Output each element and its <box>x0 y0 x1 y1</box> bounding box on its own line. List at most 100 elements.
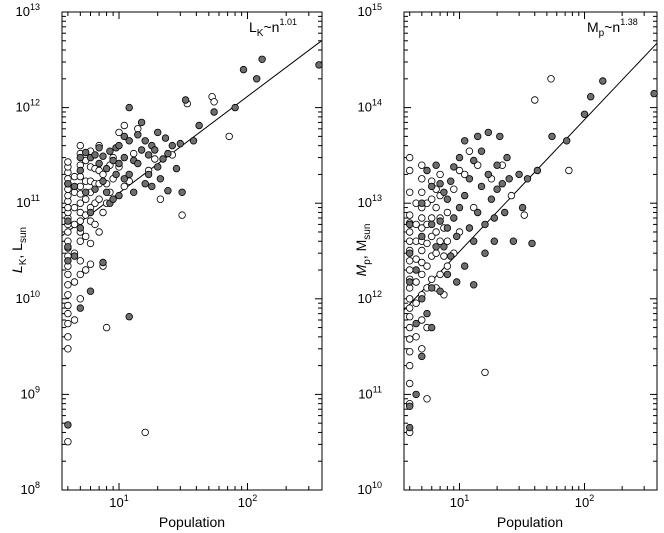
filled-point <box>315 61 323 69</box>
open-point <box>76 237 84 245</box>
filled-point <box>412 390 420 399</box>
filled-point <box>528 239 536 248</box>
open-point <box>99 170 107 179</box>
open-point <box>406 237 414 245</box>
fit-annotation-right: Mp~n1.38 <box>587 17 638 39</box>
open-point <box>70 203 79 212</box>
filled-point <box>120 132 128 141</box>
filled-point <box>474 208 482 217</box>
open-point <box>406 295 414 303</box>
x-ticks-right: 101 102 <box>409 12 645 510</box>
open-point <box>225 132 233 141</box>
filled-point <box>258 55 266 63</box>
open-point <box>102 323 111 332</box>
filled-point <box>518 203 527 212</box>
open-point <box>406 348 414 356</box>
open-point <box>450 185 458 193</box>
filled-point <box>599 77 607 85</box>
open-point <box>412 333 420 341</box>
filled-point <box>70 182 79 191</box>
open-point <box>64 228 72 236</box>
y-tick-label: 1012 <box>16 98 40 115</box>
filled-point <box>484 128 492 137</box>
open-point <box>443 262 452 270</box>
open-point <box>70 278 79 286</box>
open-point <box>428 214 436 222</box>
open-point <box>86 239 95 248</box>
filled-point <box>493 161 501 169</box>
open-point <box>141 428 149 437</box>
fit-annotation-left: LK~n1.01 <box>249 17 297 39</box>
open-point <box>210 98 218 106</box>
open-point <box>531 96 539 104</box>
filled-point <box>99 258 107 267</box>
filled-point <box>64 217 72 225</box>
filled-point <box>418 199 426 207</box>
filled-point <box>533 166 542 175</box>
open-point <box>432 203 440 212</box>
filled-point <box>432 243 440 251</box>
x-axis-title-right: Population <box>497 514 563 530</box>
filled-point <box>548 132 556 141</box>
open-point <box>86 260 95 268</box>
filled-point <box>436 287 444 295</box>
filled-point <box>137 118 146 127</box>
open-point <box>406 228 414 236</box>
open-point <box>565 166 573 175</box>
filled-point <box>406 278 414 286</box>
filled-point <box>86 287 95 295</box>
filled-point <box>428 284 436 292</box>
filled-point <box>443 195 452 203</box>
open-point <box>406 211 414 219</box>
filled-point <box>115 141 123 150</box>
filled-point <box>418 232 426 241</box>
open-point <box>406 188 414 196</box>
y-tick-label: 1012 <box>358 289 382 306</box>
y-tick-label: 109 <box>21 384 40 401</box>
open-point <box>418 224 426 232</box>
filled-point <box>76 224 84 232</box>
x-tick-label: 101 <box>450 493 469 510</box>
filled-point <box>172 164 181 173</box>
filled-point <box>440 243 448 251</box>
open-point <box>70 316 79 324</box>
filled-point <box>515 170 523 179</box>
open-point <box>81 266 90 274</box>
open-point <box>64 158 72 166</box>
open-point <box>120 182 128 191</box>
filled-point <box>76 304 84 312</box>
panel-luminosity: 101 102 108 109 1010 1011 1012 1013 LK~n1.01 P… <box>9 2 323 530</box>
open-point <box>81 232 90 241</box>
open-point <box>64 191 72 200</box>
open-point <box>423 239 431 248</box>
open-point <box>412 255 420 263</box>
filled-point <box>153 128 162 137</box>
filled-point <box>470 156 478 165</box>
filled-point <box>498 179 506 188</box>
filled-point <box>443 224 452 232</box>
filled-point <box>125 170 133 179</box>
open-point <box>76 141 84 150</box>
filled-point <box>81 188 90 196</box>
open-point <box>64 203 72 212</box>
filled-point <box>455 203 464 212</box>
filled-point <box>487 195 496 203</box>
open-point <box>436 237 444 245</box>
open-point <box>461 170 469 179</box>
filled-point <box>418 352 426 361</box>
filled-point <box>461 262 469 270</box>
y-axis-title-left: LK, Lsun <box>9 227 29 273</box>
open-point <box>432 228 440 236</box>
filled-point <box>474 132 482 141</box>
open-point <box>418 188 426 196</box>
open-point <box>507 191 516 200</box>
filled-point <box>125 137 133 145</box>
filled-point <box>490 237 498 245</box>
filled-point <box>64 421 72 429</box>
filled-point <box>509 237 518 245</box>
filled-point <box>412 266 420 274</box>
filled-point <box>470 281 478 289</box>
filled-point <box>432 161 440 169</box>
plot-frame-right <box>403 11 658 491</box>
